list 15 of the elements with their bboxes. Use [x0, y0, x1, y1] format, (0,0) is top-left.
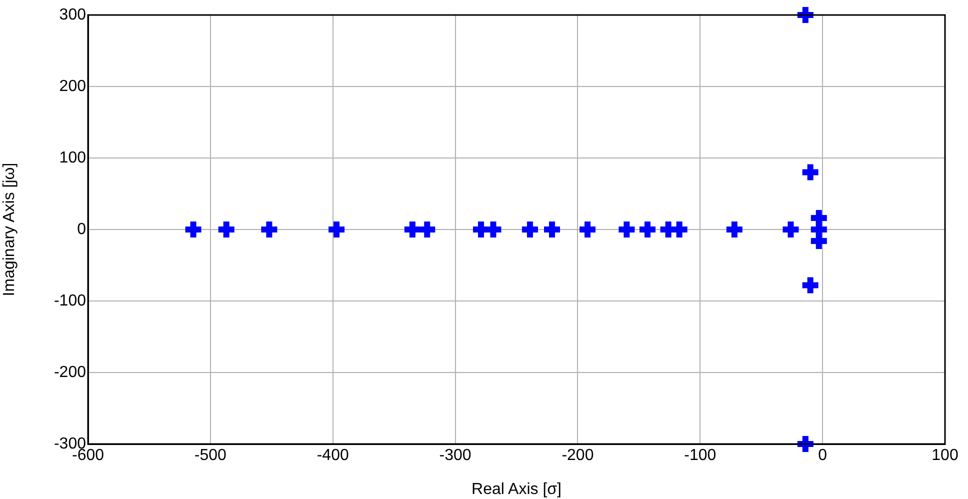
y-tick-label: 200	[59, 78, 86, 95]
x-tick-label: 100	[932, 447, 958, 464]
y-tick-label: 100	[59, 149, 86, 166]
x-tick-label: -500	[194, 447, 227, 464]
x-axis-title: Real Axis [σ]	[472, 480, 562, 498]
x-tick-label: 0	[818, 447, 828, 464]
y-axis-title: Imaginary Axis [jω]	[1, 162, 18, 296]
x-tick-label: -100	[684, 447, 716, 464]
y-tick-label: -100	[54, 292, 86, 310]
y-tick-label: 0	[77, 220, 86, 238]
x-tick-label: -200	[562, 447, 594, 464]
y-tick-label: 300	[59, 6, 86, 24]
y-tick-label: -200	[54, 364, 86, 381]
x-tick-label: -300	[439, 447, 472, 464]
x-tick-label: -400	[316, 447, 349, 464]
